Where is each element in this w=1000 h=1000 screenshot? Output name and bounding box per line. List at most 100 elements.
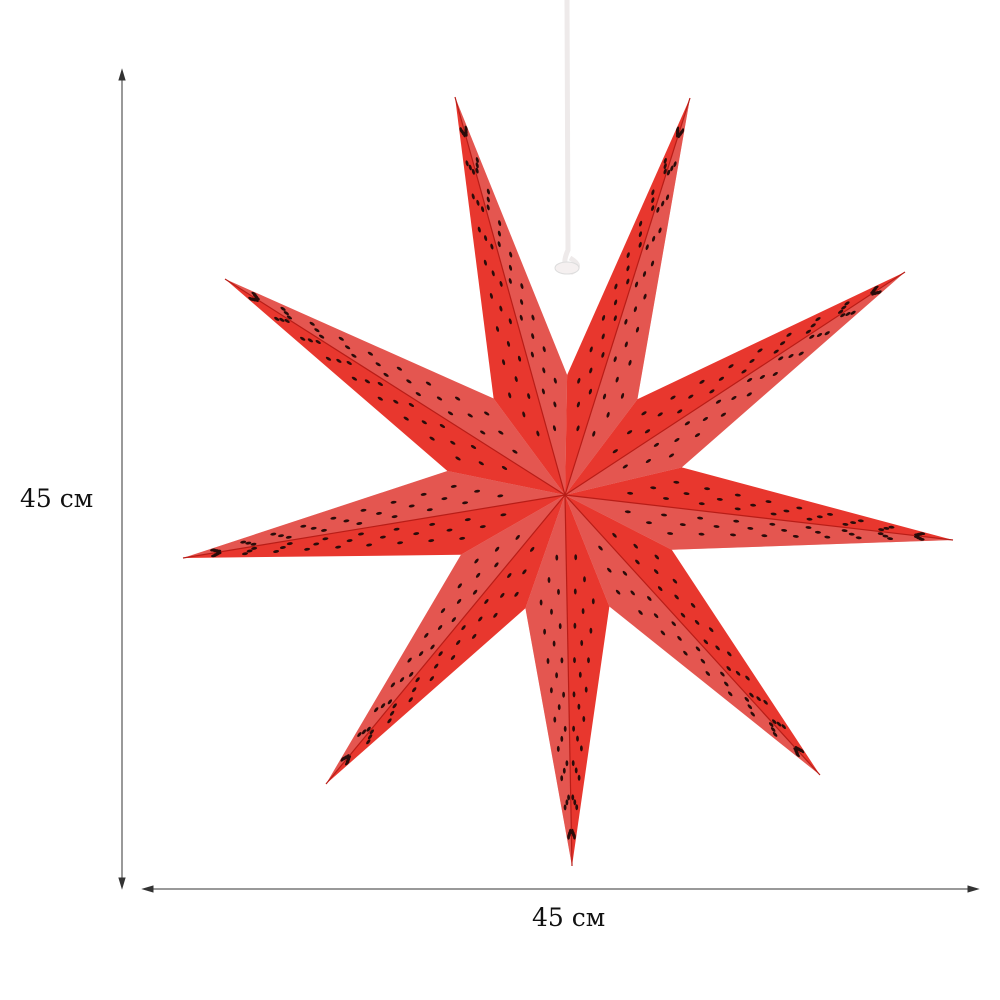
perforation-hole — [661, 513, 667, 517]
perforation-hole — [475, 157, 479, 163]
perforation-hole — [715, 645, 720, 651]
perforation-hole — [376, 511, 382, 515]
star-point-face-overlay — [525, 495, 572, 866]
perforation-hole — [840, 313, 846, 318]
perforation-hole — [672, 578, 678, 584]
perforation-hole — [671, 621, 676, 627]
perforation-hole — [615, 589, 621, 595]
perforation-hole — [622, 464, 628, 469]
perforation-hole — [286, 315, 293, 320]
perforation-hole — [270, 532, 277, 536]
perforation-hole — [345, 760, 350, 766]
perforation-hole — [240, 540, 247, 544]
perforation-hole — [572, 725, 576, 732]
perforation-hole — [499, 305, 503, 312]
perforation-hole — [522, 411, 526, 418]
perforation-hole — [313, 542, 320, 546]
perforation-hole — [683, 650, 688, 656]
perforation-hole — [850, 521, 857, 525]
perforation-hole — [393, 527, 400, 531]
perforation-hole — [364, 379, 371, 384]
perforation-hole — [471, 168, 475, 175]
perforation-hole — [772, 371, 778, 377]
perforation-hole — [741, 369, 747, 374]
perforation-hole — [283, 311, 289, 316]
perforation-hole — [565, 760, 569, 767]
perforation-hole — [434, 663, 439, 669]
perforation-hole — [456, 640, 461, 645]
perforation-hole — [744, 696, 750, 702]
perforation-hole — [321, 528, 327, 532]
perforation-hole — [314, 328, 320, 333]
perforation-hole — [622, 570, 628, 576]
perforation-hole — [810, 323, 816, 328]
perforation-hole — [633, 543, 638, 549]
perforation-hole — [439, 424, 446, 428]
perforation-hole — [483, 259, 487, 266]
perforation-hole — [848, 532, 855, 536]
perforation-hole — [727, 651, 732, 657]
perforation-hole — [279, 546, 286, 549]
perforation-hole — [644, 429, 651, 434]
perforation-hole — [673, 480, 680, 484]
perforation-hole — [612, 532, 617, 538]
perforation-hole — [841, 305, 847, 310]
perforation-hole — [815, 317, 821, 322]
perforation-hole — [389, 710, 395, 716]
perforation-hole — [508, 278, 512, 284]
perforation-hole — [841, 529, 848, 533]
perforation-hole — [520, 283, 524, 290]
perforation-hole — [210, 548, 217, 552]
perforation-hole — [571, 760, 575, 767]
perforation-hole — [576, 401, 581, 408]
perforation-hole — [626, 252, 630, 258]
perforation-hole — [486, 196, 490, 203]
perforation-hole — [497, 241, 501, 248]
perforation-hole — [495, 326, 500, 332]
perforation-hole — [642, 271, 647, 277]
perforation-hole — [366, 543, 373, 547]
perforation-hole — [643, 293, 647, 300]
perforation-hole — [781, 528, 788, 532]
paper-star — [182, 96, 954, 867]
perforation-hole — [745, 675, 750, 681]
perforation-hole — [690, 602, 696, 608]
perforation-hole — [477, 226, 481, 233]
perforation-hole — [484, 411, 490, 416]
perforation-hole — [773, 349, 779, 354]
perforation-hole — [582, 716, 586, 722]
perforation-hole — [374, 707, 379, 713]
perforation-hole — [390, 682, 396, 688]
perforation-hole — [583, 576, 586, 583]
perforation-hole — [572, 691, 576, 698]
perforation-hole — [844, 301, 850, 306]
star-fold-line — [564, 494, 573, 867]
perforation-hole — [490, 243, 494, 250]
perforation-hole — [558, 623, 562, 630]
perforation-hole — [555, 672, 559, 679]
perforation-hole — [279, 317, 285, 322]
perforation-hole — [486, 188, 490, 195]
perforation-hole — [489, 292, 493, 299]
perforation-hole — [335, 545, 342, 549]
perforation-hole — [592, 430, 596, 437]
perforation-hole — [572, 833, 576, 840]
perforation-hole — [464, 125, 468, 132]
perforation-hole — [484, 599, 489, 604]
perforation-hole — [429, 676, 434, 682]
perforation-hole — [336, 358, 342, 363]
perforation-hole — [635, 326, 640, 333]
perforation-hole — [462, 501, 469, 505]
perforation-hole — [392, 703, 397, 709]
width-dimension-line — [141, 885, 980, 893]
perforation-hole — [562, 767, 566, 774]
perforation-hole — [360, 508, 367, 512]
perforation-hole — [577, 377, 581, 384]
perforation-hole — [578, 671, 582, 678]
perforation-hole — [660, 630, 666, 636]
perforation-hole — [720, 671, 725, 677]
perforation-hole — [635, 559, 640, 565]
perforation-hole — [873, 285, 879, 290]
perforation-hole — [796, 506, 803, 510]
